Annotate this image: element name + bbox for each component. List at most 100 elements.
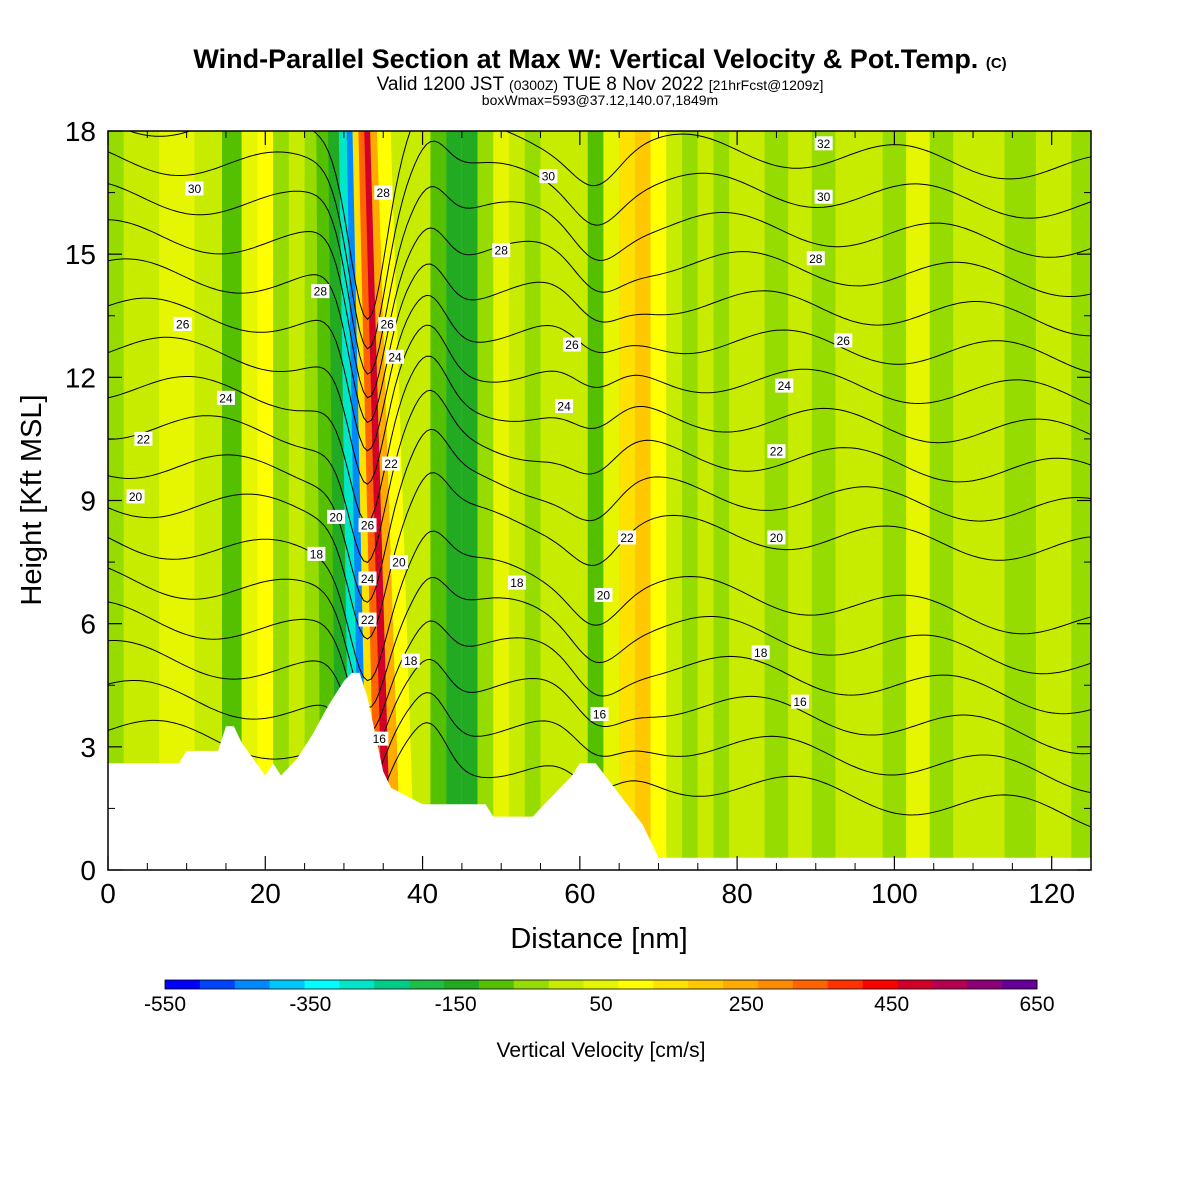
theta-contour	[108, 680, 1091, 794]
contour-label: 32	[817, 137, 831, 151]
contour-label: 20	[329, 510, 343, 524]
velocity-band	[697, 131, 714, 870]
contour-label-bg	[126, 489, 145, 504]
velocity-band	[509, 131, 525, 870]
velocity-band	[446, 131, 462, 870]
colorbar-swatch	[165, 980, 201, 989]
contour-label-bg	[311, 284, 330, 299]
colorbar-swatch	[269, 980, 305, 989]
colorbar-swatch	[792, 980, 829, 989]
colorbar-swatch	[757, 980, 794, 989]
x-tick-label: 0	[100, 878, 116, 909]
velocity-band	[682, 131, 698, 870]
contour-label: 22	[137, 432, 151, 446]
colorbar-swatch	[304, 980, 340, 989]
contour-label: 30	[542, 170, 556, 184]
x-tick-label: 80	[722, 878, 753, 909]
contour-label-bg	[806, 251, 825, 266]
velocity-band	[194, 131, 223, 870]
velocity-band	[477, 131, 494, 870]
contour-label: 24	[361, 572, 375, 586]
colorbar-swatch	[583, 980, 619, 989]
y-tick-label: 3	[80, 732, 96, 763]
velocity-band	[540, 131, 557, 870]
velocity-band	[288, 131, 305, 870]
velocity-band	[729, 131, 745, 870]
velocity-band	[744, 131, 765, 870]
contour-label: 20	[770, 531, 784, 545]
y-tick-label: 15	[65, 239, 96, 270]
velocity-band	[713, 131, 730, 870]
y-tick-label: 12	[65, 362, 96, 393]
velocity-band	[788, 131, 812, 870]
colorbar-swatch	[862, 980, 898, 989]
chart-title: Wind-Parallel Section at Max W: Vertical…	[193, 44, 1007, 74]
x-tick-label: 40	[407, 878, 438, 909]
velocity-band	[835, 131, 860, 870]
theta-contour	[108, 355, 1091, 523]
contour-label-bg	[378, 316, 397, 331]
velocity-band	[304, 131, 321, 870]
colorbar-swatch	[548, 980, 584, 989]
contour-label: 16	[373, 732, 387, 746]
colorbar-swatch	[409, 980, 445, 989]
contour-label: 18	[404, 654, 418, 668]
contour-label-bg	[751, 645, 770, 660]
contour-label: 22	[361, 613, 375, 627]
contour-label-bg	[185, 181, 204, 196]
contour-label-bg	[401, 653, 420, 668]
colorbar-frame	[164, 979, 1038, 990]
theta-contour	[108, 530, 1091, 682]
colorbar-tick-label: 450	[874, 993, 909, 1016]
contour-label-bg	[358, 612, 377, 627]
velocity-band	[603, 131, 620, 870]
contour-label-bg	[775, 378, 794, 393]
theta-contour	[108, 428, 1091, 603]
velocity-band	[430, 131, 447, 870]
contour-label: 26	[176, 317, 190, 331]
x-tick-label: 60	[564, 878, 595, 909]
colorbar-swatch	[339, 980, 375, 989]
copyright-mark: (C)	[985, 55, 1007, 72]
contour-label-bg	[374, 185, 393, 200]
contour-label-bg	[555, 399, 574, 414]
contour-label-bg	[590, 706, 609, 721]
contour-label-bg	[814, 136, 833, 151]
x-tick-label: 100	[871, 878, 918, 909]
contour-label: 26	[380, 317, 394, 331]
contour-label: 26	[361, 519, 375, 533]
colorbar-swatch	[967, 980, 1003, 989]
x-tick-label: 20	[250, 878, 281, 909]
theta-contour	[108, 258, 1091, 424]
velocity-band	[666, 131, 683, 870]
contour-label: 28	[377, 186, 391, 200]
velocity-band	[634, 131, 651, 870]
valid-time: Valid 1200 JST (0300Z) TUE 8 Nov 2022 [2…	[376, 74, 824, 95]
colorbar-swatch	[932, 980, 968, 989]
y-tick-label: 9	[80, 486, 96, 517]
colorbar-swatch	[199, 980, 236, 989]
contour-label: 20	[129, 490, 143, 504]
contour-label: 20	[392, 556, 406, 570]
velocity-band	[241, 131, 258, 870]
velocity-band	[352, 131, 376, 870]
contour-label: 30	[817, 190, 831, 204]
terrain-mask	[108, 672, 1091, 870]
theta-contour	[108, 324, 1091, 485]
vertical-velocity-field	[108, 131, 1091, 870]
contour-label: 30	[188, 182, 202, 196]
contour-label: 26	[565, 338, 579, 352]
contour-label-bg	[539, 169, 558, 184]
contour-label: 16	[593, 707, 607, 721]
velocity-band	[493, 131, 510, 870]
contour-label: 22	[620, 531, 634, 545]
velocity-band	[882, 131, 907, 870]
velocity-band	[556, 131, 572, 870]
theta-contour	[108, 140, 1091, 350]
theta-contour	[108, 389, 1091, 563]
colorbar-tick-label: -550	[144, 993, 186, 1016]
velocity-band	[587, 131, 604, 870]
colorbar-swatch	[618, 980, 654, 989]
contour-label-bg	[507, 575, 526, 590]
colorbar: -550 -350 -150 50 250 450 650	[144, 979, 1055, 1016]
